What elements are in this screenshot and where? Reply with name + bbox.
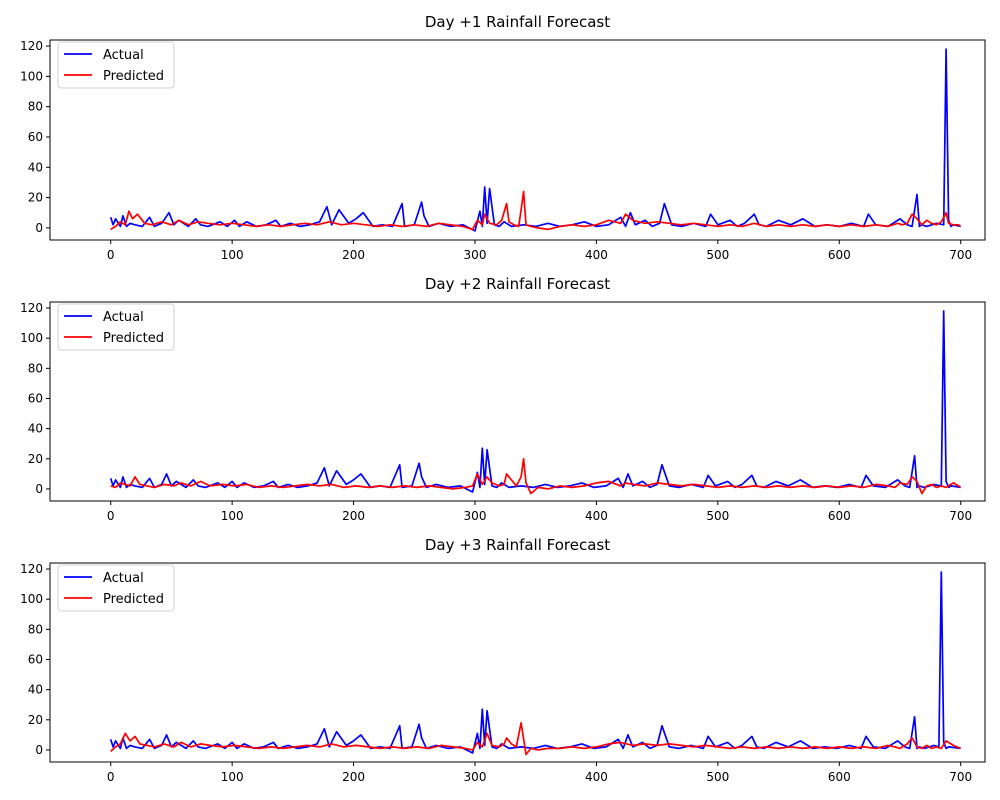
y-tick-label: 120 [20, 562, 43, 576]
legend-label-actual: Actual [103, 48, 144, 63]
y-tick-label: 120 [20, 39, 43, 53]
legend-label-predicted: Predicted [103, 592, 164, 607]
y-tick-label: 60 [28, 391, 43, 405]
chart-title: Day +3 Rainfall Forecast [425, 536, 610, 554]
y-tick-label: 100 [20, 69, 43, 83]
legend: Actual Predicted [57, 564, 175, 612]
x-tick-label: 600 [828, 509, 851, 523]
x-tick-label: 600 [828, 770, 851, 784]
legend: Actual Predicted [57, 41, 175, 89]
y-tick-label: 60 [28, 652, 43, 666]
axes-frame [49, 562, 986, 763]
y-tick-label: 120 [20, 301, 43, 315]
legend: Actual Predicted [57, 303, 175, 351]
legend-label-predicted: Predicted [103, 69, 164, 84]
plot-area [109, 571, 962, 756]
y-tick-label: 40 [28, 160, 43, 174]
x-tick-label: 100 [221, 509, 244, 523]
series-line-actual [109, 310, 961, 493]
y-tick-label: 0 [35, 482, 43, 496]
y-tick-label: 80 [28, 361, 43, 375]
x-tick-label: 300 [464, 509, 487, 523]
series-line-predicted [110, 721, 962, 756]
x-tick-label: 300 [464, 770, 487, 784]
y-tick-label: 20 [28, 713, 43, 727]
series-line-predicted [110, 457, 962, 495]
y-tick-label: 100 [20, 331, 43, 345]
axes-frame [49, 301, 986, 502]
y-tick-label: 20 [28, 452, 43, 466]
y-tick-label: 20 [28, 191, 43, 205]
x-tick-label: 500 [706, 248, 729, 262]
x-tick-label: 0 [107, 770, 115, 784]
series-line-actual [109, 571, 961, 754]
x-tick-label: 500 [706, 509, 729, 523]
y-tick-label: 0 [35, 221, 43, 235]
series-line-predicted [110, 190, 962, 231]
x-tick-label: 400 [585, 509, 608, 523]
legend-label-actual: Actual [103, 571, 144, 586]
axes-frame [49, 39, 986, 241]
x-tick-label: 600 [828, 248, 851, 262]
x-tick-label: 100 [221, 770, 244, 784]
plot-area [109, 48, 962, 232]
x-tick-label: 0 [107, 509, 115, 523]
x-tick-label: 0 [107, 248, 115, 262]
x-tick-label: 200 [342, 770, 365, 784]
plot-area [109, 310, 962, 495]
series-line-actual [109, 48, 961, 232]
x-tick-label: 400 [585, 248, 608, 262]
chart-title: Day +2 Rainfall Forecast [425, 275, 610, 293]
y-tick-label: 80 [28, 622, 43, 636]
x-tick-label: 400 [585, 770, 608, 784]
x-tick-label: 500 [706, 770, 729, 784]
x-tick-label: 100 [221, 248, 244, 262]
y-tick-label: 40 [28, 683, 43, 697]
x-tick-label: 200 [342, 509, 365, 523]
legend-label-predicted: Predicted [103, 331, 164, 346]
x-tick-label: 700 [949, 248, 972, 262]
y-tick-label: 40 [28, 422, 43, 436]
x-tick-label: 200 [342, 248, 365, 262]
legend-label-actual: Actual [103, 310, 144, 325]
y-tick-label: 0 [35, 743, 43, 757]
y-tick-label: 100 [20, 592, 43, 606]
y-tick-label: 60 [28, 130, 43, 144]
x-tick-label: 300 [464, 248, 487, 262]
x-tick-label: 700 [949, 770, 972, 784]
x-tick-label: 700 [949, 509, 972, 523]
chart-title: Day +1 Rainfall Forecast [425, 13, 610, 31]
y-tick-label: 80 [28, 100, 43, 114]
